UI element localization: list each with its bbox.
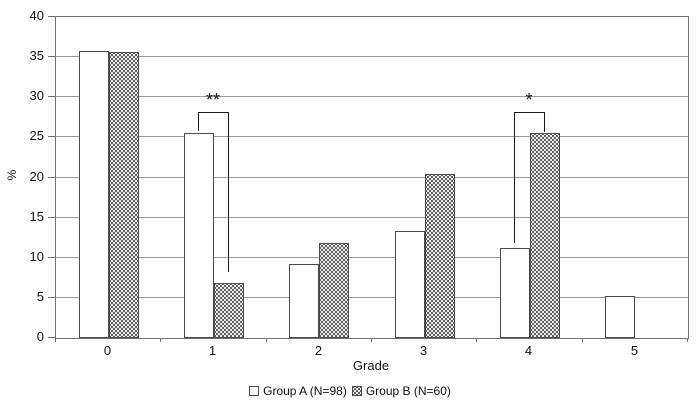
x-tick-label: 4 bbox=[524, 343, 533, 358]
gridline-15 bbox=[56, 216, 688, 218]
x-tick-mark bbox=[582, 338, 583, 342]
x-tick-label: 5 bbox=[630, 343, 639, 358]
y-tick-mark bbox=[48, 177, 55, 178]
bar-group-b-grade-4 bbox=[530, 133, 560, 338]
x-tick-label: 0 bbox=[103, 343, 112, 358]
significance-bracket-left-leg bbox=[514, 112, 515, 243]
significance-bracket-right-leg bbox=[228, 112, 229, 272]
legend: Group A (N=98) Group B (N=60) bbox=[0, 384, 700, 398]
x-axis-title: Grade bbox=[352, 358, 390, 373]
y-tick-mark bbox=[48, 337, 55, 338]
significance-bracket-right-leg bbox=[544, 112, 545, 132]
y-tick-label: 40 bbox=[29, 8, 44, 23]
bar-group-b-grade-3 bbox=[425, 174, 455, 338]
y-tick-label: 25 bbox=[29, 128, 44, 143]
x-tick-mark bbox=[371, 338, 372, 342]
y-tick-label: 20 bbox=[29, 169, 44, 184]
y-tick-mark bbox=[48, 16, 55, 17]
y-tick-mark bbox=[48, 217, 55, 218]
gridline-35 bbox=[56, 56, 688, 58]
x-tick-mark bbox=[266, 338, 267, 342]
y-tick-label: 35 bbox=[29, 48, 44, 63]
x-tick-label: 2 bbox=[314, 343, 323, 358]
y-tick-mark bbox=[48, 136, 55, 137]
gridline-5 bbox=[56, 296, 688, 298]
y-tick-label: 5 bbox=[36, 289, 44, 304]
x-tick-mark bbox=[160, 338, 161, 342]
y-tick-mark bbox=[48, 297, 55, 298]
legend-marker-group-a-icon bbox=[249, 386, 260, 396]
significance-label: * bbox=[525, 90, 533, 110]
legend-item-group-a: Group A (N=98) bbox=[249, 384, 347, 398]
x-tick-mark bbox=[687, 338, 688, 342]
significance-bracket bbox=[514, 112, 545, 113]
gridline-20 bbox=[56, 176, 688, 178]
bar-group-a-grade-5 bbox=[605, 296, 635, 338]
x-tick-mark bbox=[55, 338, 56, 342]
y-tick-label: 0 bbox=[36, 329, 44, 344]
y-tick-mark bbox=[48, 257, 55, 258]
legend-marker-group-b-icon bbox=[351, 386, 362, 396]
bar-group-a-grade-1 bbox=[184, 133, 214, 338]
x-tick-label: 3 bbox=[419, 343, 428, 358]
bar-group-a-grade-4 bbox=[500, 248, 530, 338]
bar-group-b-grade-1 bbox=[214, 283, 244, 338]
bar-group-a-grade-0 bbox=[79, 51, 109, 338]
bar-group-a-grade-2 bbox=[289, 264, 319, 338]
legend-label: Group A (N=98) bbox=[263, 384, 347, 398]
legend-label: Group B (N=60) bbox=[365, 384, 451, 398]
bar-group-a-grade-3 bbox=[395, 231, 425, 338]
plot-area bbox=[55, 16, 689, 339]
significance-label: ** bbox=[205, 90, 220, 110]
y-tick-label: 30 bbox=[29, 88, 44, 103]
y-tick-label: 15 bbox=[29, 209, 44, 224]
bar-group-b-grade-0 bbox=[109, 52, 139, 338]
y-tick-mark bbox=[48, 96, 55, 97]
legend-item-group-b: Group B (N=60) bbox=[351, 384, 451, 398]
bar-group-b-grade-2 bbox=[319, 243, 349, 338]
gridline-10 bbox=[56, 256, 688, 258]
x-tick-label: 1 bbox=[208, 343, 217, 358]
significance-bracket bbox=[198, 112, 229, 113]
significance-bracket-left-leg bbox=[198, 112, 199, 131]
y-tick-label: 10 bbox=[29, 249, 44, 264]
x-tick-mark bbox=[476, 338, 477, 342]
gridline-25 bbox=[56, 136, 688, 138]
gridline-30 bbox=[56, 96, 688, 98]
y-tick-mark bbox=[48, 56, 55, 57]
